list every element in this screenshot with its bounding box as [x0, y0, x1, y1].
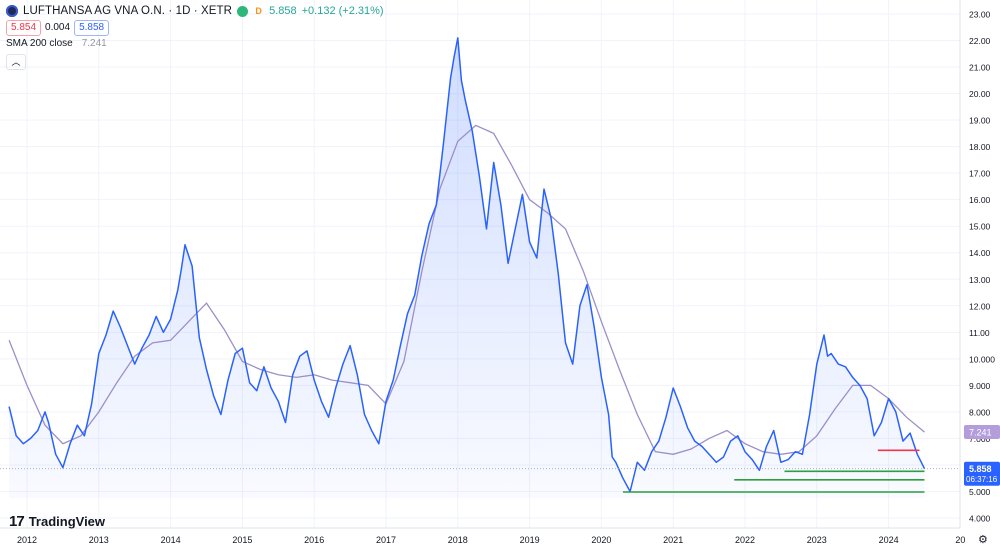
price-tick-label: 10.000: [969, 354, 995, 364]
price-tick-label: 18.00: [969, 142, 991, 152]
price-tick-label: 16.00: [969, 195, 991, 205]
time-tick-label: 2018: [448, 535, 468, 545]
chart-legend: LUFTHANSA AG VNA O.N. · 1D · XETR D 5.85…: [6, 3, 384, 70]
symbol-row[interactable]: LUFTHANSA AG VNA O.N. · 1D · XETR D 5.85…: [6, 3, 384, 19]
settings-gear-icon[interactable]: ⚙: [978, 534, 988, 546]
price-tick-label: 13.00: [969, 275, 991, 285]
price-tick-label: 9.000: [969, 381, 991, 391]
price-tick-label: 19.00: [969, 116, 991, 126]
market-open-icon: [237, 5, 249, 17]
sma-200-line: [8, 124, 925, 455]
price-area: [9, 37, 925, 499]
price-tick-label: 11.00: [969, 328, 990, 338]
time-axis[interactable]: 2012 2013 2014 2015 2016 2017 2018 2019 2020 2021…: [0, 0, 965, 548]
delay-badge: D: [255, 6, 262, 16]
time-tick-label: 2012: [17, 535, 37, 545]
ask-price[interactable]: 5.858: [74, 20, 110, 36]
horizontal-lines[interactable]: [0, 449, 960, 493]
last-price: 5.858: [269, 5, 297, 17]
price-tick-label: 21.00: [969, 63, 991, 73]
price-change: +0.132 (+2.31%): [301, 5, 384, 17]
time-tick-label: 20: [955, 535, 965, 545]
time-tick-label: 2013: [89, 535, 109, 545]
price-tick-label: 23.00: [969, 10, 991, 20]
symbol-logo-icon: [6, 5, 18, 17]
price-tick-label: 12.00: [969, 301, 991, 311]
indicator-row[interactable]: SMA 200 close 7.241: [6, 36, 384, 52]
price-axis-tag: [964, 461, 1000, 486]
bid-ask-row: 5.854 0.004 5.858: [6, 20, 384, 36]
tradingview-wordmark: TradingView: [28, 514, 106, 529]
sma-axis-tag: [964, 425, 1000, 440]
price-area-fill: [9, 37, 925, 499]
time-tick-label: 2022: [735, 535, 755, 545]
indicator-value: 7.241: [81, 38, 107, 49]
spread-value: 0.004: [45, 22, 71, 33]
tradingview-logo[interactable]: 17 TradingView: [9, 513, 105, 530]
time-tick-label: 2019: [520, 535, 540, 545]
price-tick-label: 8.000: [969, 407, 991, 417]
symbol-title[interactable]: LUFTHANSA AG VNA O.N. · 1D · XETR: [23, 5, 233, 17]
tradingview-logo-icon: 17: [9, 513, 25, 530]
sma-axis-value: 7.241: [969, 428, 992, 438]
price-tick-label: 5.000: [969, 487, 991, 497]
price-axis-bg: [960, 0, 1000, 548]
collapse-legend-button[interactable]: ︿: [6, 54, 26, 70]
price-tick-label: 17.00: [969, 169, 991, 179]
price-series-line: [8, 37, 926, 493]
bar-countdown: 06:37:16: [966, 475, 998, 484]
time-tick-label: 2024: [879, 535, 899, 545]
time-tick-label: 2014: [161, 535, 181, 545]
price-axis-value: 5.858: [969, 464, 992, 474]
time-tick-label: 2020: [591, 535, 611, 545]
time-tick-label: 2021: [663, 535, 683, 545]
indicator-name: SMA 200 close: [6, 38, 73, 49]
time-tick-label: 2017: [376, 535, 396, 545]
bid-price[interactable]: 5.854: [6, 20, 42, 36]
price-tick-label: 20.00: [969, 89, 991, 99]
time-tick-label: 2023: [807, 535, 827, 545]
time-tick-label: 2016: [304, 535, 324, 545]
price-tick-label: 14.00: [969, 248, 991, 258]
price-axis[interactable]: 23.00 22.00 21.00 20.00 19.00 18.00 17.00 16.00…: [960, 0, 1000, 548]
sma-line: [8, 124, 925, 455]
price-tick-label: 22.00: [969, 36, 991, 46]
time-axis-bg: [0, 528, 960, 548]
price-tick-label: 4.000: [969, 514, 991, 524]
price-tick-label: 15.00: [969, 222, 991, 232]
price-line: [8, 37, 926, 493]
time-tick-label: 2015: [232, 535, 252, 545]
